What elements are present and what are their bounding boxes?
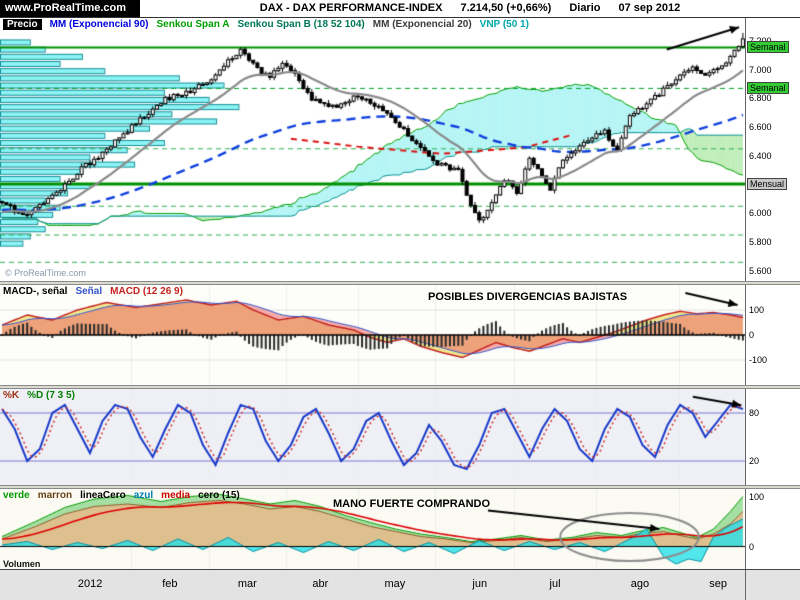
panel-resize-divider[interactable]	[0, 485, 800, 489]
month-label: sep	[709, 578, 728, 590]
watermark: © ProRealTime.com	[5, 268, 86, 278]
koncorde-plot-area[interactable]: verde marron lineaCero azul media cero (15) M…	[0, 489, 745, 569]
price-legend-item-1[interactable]: MM (Exponencial 90)	[49, 19, 149, 30]
macd-y-axis[interactable]: 100 0 -100	[745, 285, 800, 385]
session-date: 07 sep 2012	[618, 2, 681, 14]
panel-resize-divider[interactable]	[0, 385, 800, 389]
axis-tick-label: 6.400	[749, 150, 772, 161]
stochastic-legend-item-1[interactable]: %D (7 3 5)	[27, 390, 75, 401]
month-label: jul	[549, 578, 561, 590]
axis-tick-label: 6.600	[749, 122, 772, 133]
month-label: feb	[162, 578, 178, 590]
brand-link[interactable]: www.ProRealTime.com	[0, 0, 141, 17]
timeframe-label: Diario	[569, 2, 601, 14]
axis-tick-label: 7.000	[749, 64, 772, 75]
koncorde-legend-item-3[interactable]: azul	[133, 490, 154, 501]
month-label: 2012	[77, 578, 103, 590]
axis-tick-label: 0	[749, 330, 755, 340]
stochastic-chart-canvas[interactable]	[0, 389, 745, 485]
price-legend-item-5[interactable]: VNP (50 1)	[479, 19, 529, 30]
price-panel: Precio MM (Exponencial 90) Senkou Span A Se…	[0, 18, 800, 281]
koncorde-legend-item-5[interactable]: cero (15)	[198, 490, 240, 501]
price-legend-item-3[interactable]: Senkou Span B (18 52 104)	[237, 19, 365, 30]
axis-tick-label: 100	[749, 491, 765, 502]
axis-tick-label: 7.200	[749, 36, 772, 46]
price-chart-canvas[interactable]	[0, 18, 745, 281]
price-legend-item-4[interactable]: MM (Exponencial 20)	[372, 19, 472, 30]
price-legend-item-2[interactable]: Senkou Span A	[156, 19, 230, 30]
month-label: jun	[472, 578, 488, 590]
price-plot-area[interactable]: Precio MM (Exponencial 90) Senkou Span A Se…	[0, 18, 745, 281]
price-level-badge[interactable]: Semanal	[747, 82, 789, 95]
macd-legend-item-0[interactable]: MACD-, señal	[3, 286, 68, 297]
price-y-axis[interactable]: 7.2007.0006.8006.6006.4006.2006.0005.800…	[745, 18, 800, 281]
instrument-name: DAX - DAX PERFORMANCE-INDEX	[259, 2, 443, 14]
macd-legend-item-1[interactable]: Señal	[75, 286, 103, 297]
price-level-badge[interactable]: Mensual	[747, 177, 788, 190]
month-label: mar	[237, 578, 257, 590]
axis-tick-label: 5.600	[749, 265, 772, 276]
macd-plot-area[interactable]: MACD-, señal Señal MACD (12 26 9) POSIBLES…	[0, 285, 745, 385]
chart-title: DAX - DAX PERFORMANCE-INDEX 7.214,50 (+0…	[140, 0, 800, 17]
axis-tick-label: 0	[749, 541, 755, 552]
last-price: 7.214,50 (+0,66%)	[460, 2, 552, 14]
koncorde-legend-item-2[interactable]: lineaCero	[80, 490, 126, 501]
koncorde-legend-item-0[interactable]: verde	[3, 490, 30, 501]
macd-chart-canvas[interactable]	[0, 285, 745, 385]
koncorde-panel: verde marron lineaCero azul media cero (15) M…	[0, 489, 800, 569]
koncorde-chart-canvas[interactable]	[0, 489, 745, 569]
axis-tick-label: -100	[749, 355, 768, 365]
axis-tick-label: 80	[749, 408, 760, 418]
month-label: abr	[312, 578, 329, 590]
month-label: may	[384, 578, 406, 590]
volumen-label: Volumen	[3, 559, 41, 569]
axis-tick-label: 20	[749, 456, 760, 466]
price-level-badge[interactable]: Semanal	[747, 41, 789, 54]
koncorde-legend: verde marron lineaCero azul media cero (15)	[3, 490, 248, 501]
macd-legend-item-2[interactable]: MACD (12 26 9)	[110, 286, 183, 297]
time-axis[interactable]: 2012 feb mar abr may jun jul ago sep	[0, 569, 800, 600]
top-bar: www.ProRealTime.com DAX - DAX PERFORMANC…	[0, 0, 800, 18]
stochastic-legend: %K %D (7 3 5)	[3, 390, 83, 401]
stochastic-y-axis[interactable]: 80 20	[745, 389, 800, 485]
axis-tick-label: 100	[749, 305, 765, 315]
axis-tick-label: 6.800	[749, 93, 772, 104]
stochastic-plot-area[interactable]: %K %D (7 3 5)	[0, 389, 745, 485]
macd-legend: MACD-, señal Señal MACD (12 26 9)	[3, 286, 191, 297]
month-label: ago	[630, 578, 650, 590]
stochastic-legend-item-0[interactable]: %K	[3, 390, 20, 401]
axis-tick-label: 6.000	[749, 208, 772, 219]
koncorde-y-axis[interactable]: 100 0	[745, 489, 800, 569]
price-legend: Precio MM (Exponencial 90) Senkou Span A Se…	[3, 19, 537, 30]
panel-resize-divider[interactable]	[0, 281, 800, 285]
koncorde-annotation[interactable]: MANO FUERTE COMPRANDO	[333, 498, 491, 510]
stochastic-panel: %K %D (7 3 5) 80 20	[0, 389, 800, 485]
macd-panel: MACD-, señal Señal MACD (12 26 9) POSIBLES…	[0, 285, 800, 385]
macd-annotation[interactable]: POSIBLES DIVERGENCIAS BAJISTAS	[428, 291, 628, 303]
price-legend-item-0[interactable]: Precio	[3, 19, 42, 30]
axis-corner	[745, 570, 800, 600]
koncorde-legend-item-4[interactable]: media	[161, 490, 191, 501]
axis-tick-label: 5.800	[749, 237, 772, 248]
koncorde-legend-item-1[interactable]: marron	[37, 490, 73, 501]
